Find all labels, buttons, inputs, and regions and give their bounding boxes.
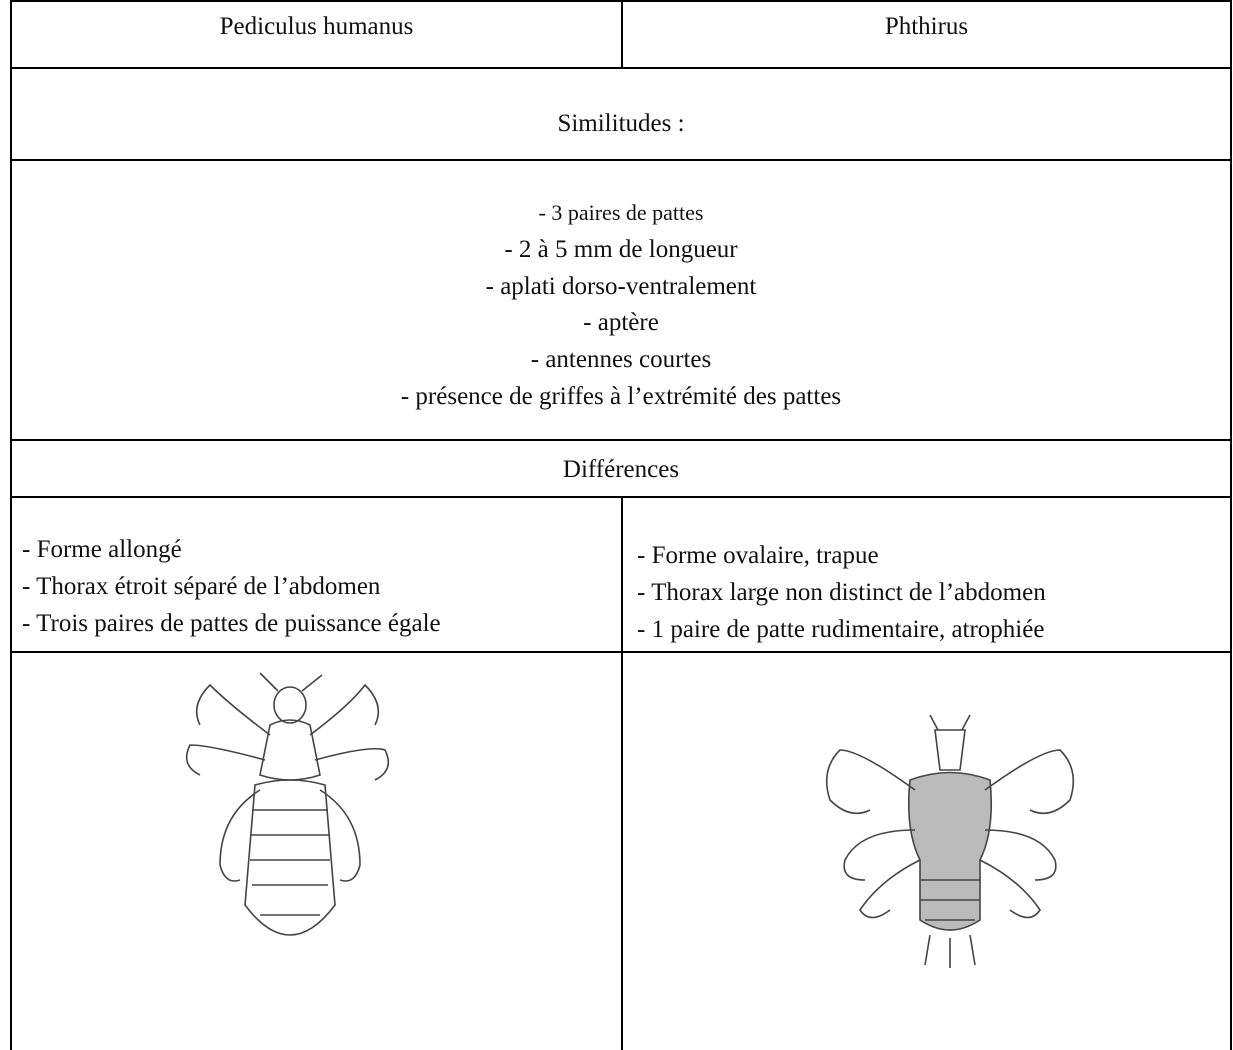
- border: [1230, 0, 1232, 1050]
- difference-item: - 1 paire de patte rudimentaire, atrophi…: [637, 616, 1045, 643]
- border: [10, 439, 1232, 441]
- section-title: Similitudes :: [557, 110, 685, 137]
- difference-item: - Thorax large non distinct de l’abdomen: [637, 579, 1046, 606]
- border: [10, 67, 1232, 69]
- similarity-item: - aplati dorso-ventralement: [485, 272, 757, 300]
- difference-item: - Thorax étroit séparé de l’abdomen: [22, 573, 381, 600]
- difference-item: - Trois paires de pattes de puissance ég…: [22, 610, 441, 637]
- section-title: Différences: [562, 456, 680, 483]
- similarity-item: - présence de griffes à l’extrémité des …: [400, 383, 842, 410]
- difference-item: - Forme allongé: [22, 536, 182, 563]
- similarity-item: - 2 à 5 mm de longueur: [504, 235, 738, 263]
- header-cell: Phthirus: [884, 13, 969, 40]
- similarity-item: - antennes courtes: [530, 346, 712, 374]
- border: [10, 159, 1232, 161]
- pediculus-drawing: [185, 672, 390, 936]
- difference-item: - Forme ovalaire, trapue: [637, 542, 879, 569]
- border: [10, 0, 12, 1050]
- similarity-item: - aptère: [583, 309, 659, 337]
- border: [621, 0, 623, 68]
- header-cell: Pediculus humanus: [219, 13, 414, 40]
- similarity-item: - 3 paires de pattes: [538, 200, 704, 225]
- border: [621, 497, 623, 1050]
- phthirus-drawing: [825, 714, 1075, 968]
